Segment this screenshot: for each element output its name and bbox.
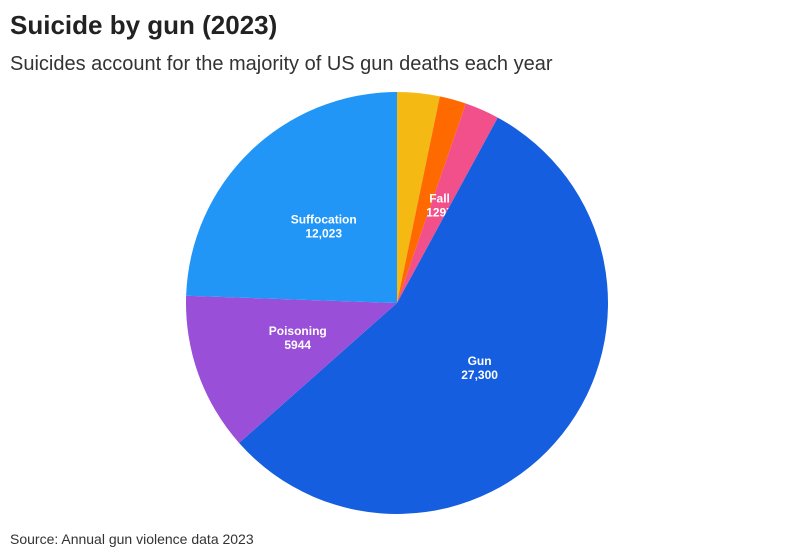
pie-slice: [397, 96, 466, 303]
slice-value-label: 5944: [284, 338, 311, 352]
source-note: Source: Annual gun violence data 2023: [10, 531, 254, 547]
slice-value-label: 12,023: [305, 226, 342, 240]
pie-slice: [397, 92, 440, 303]
slice-label: Gun: [468, 354, 492, 368]
pie-slice: [186, 295, 397, 443]
pie-slice: [397, 103, 498, 304]
slice-value-label: 27,300: [461, 368, 498, 382]
slice-label: Suffocation: [291, 212, 357, 226]
slice-label: Fall: [429, 192, 450, 206]
chart-title: Suicide by gun (2023): [10, 10, 277, 40]
chart-subtitle: Suicides account for the majority of US …: [10, 53, 553, 75]
slice-label: Poisoning: [269, 324, 327, 338]
pie-slice: [239, 117, 609, 515]
pie-slice: [186, 92, 397, 303]
